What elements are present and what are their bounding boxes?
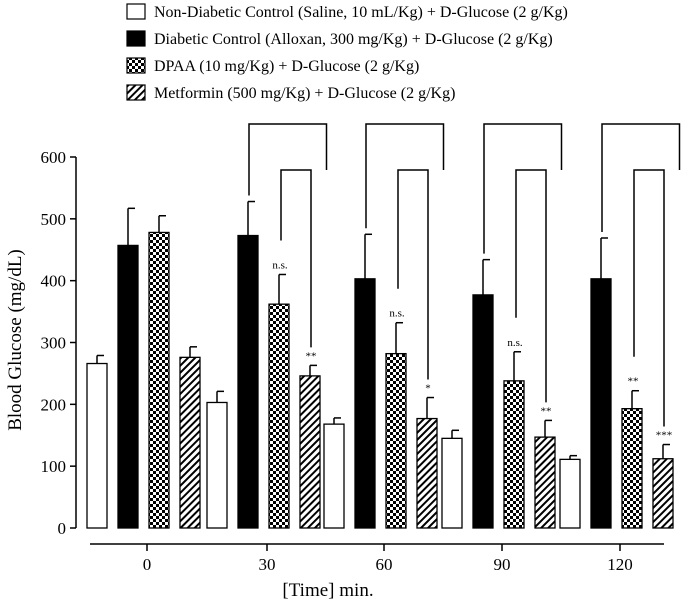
legend-label: Non-Diabetic Control (Saline, 10 mL/Kg) …: [154, 4, 568, 21]
y-tick-label: 300: [41, 334, 67, 353]
legend-item-dpaa: DPAA (10 mg/Kg) + D-Glucose (2 g/Kg): [126, 57, 419, 75]
bar-hatch: [652, 458, 674, 529]
bar-checker: [503, 380, 525, 529]
bar-black: [472, 294, 494, 529]
y-tick-label: 400: [41, 272, 67, 291]
y-ticks: 0 100 200 300 400 500 600: [41, 148, 76, 538]
legend-item-diabetic: Diabetic Control (Alloxan, 300 mg/Kg) + …: [126, 30, 553, 48]
x-tick-label: 120: [607, 555, 633, 574]
comparison-bracket-inner: [515, 169, 547, 403]
y-axis-title: Blood Glucose (mg/dL): [5, 249, 26, 431]
legend-swatch-hatch: [126, 84, 146, 101]
x-ticks: 0 30 60 90 120: [143, 544, 633, 574]
bar-checker: [621, 408, 643, 529]
comparison-bracket-outer: [248, 123, 328, 196]
significance-marker: n.s.: [389, 308, 405, 320]
bar-white: [206, 401, 228, 529]
bar-white: [441, 437, 463, 529]
x-tick-label: 0: [143, 555, 152, 574]
bar-checker: [148, 231, 170, 529]
y-tick-label: 100: [41, 457, 67, 476]
significance-marker: n.s.: [272, 259, 288, 271]
x-axis-title: [Time] min.: [282, 580, 373, 601]
legend-swatch-white: [126, 3, 146, 20]
significance-marker: ***: [656, 430, 673, 442]
comparison-bracket-inner: [633, 169, 665, 427]
y-tick-label: 0: [58, 519, 67, 538]
y-tick-label: 600: [41, 148, 67, 167]
bar-hatch: [299, 375, 321, 529]
legend: Non-Diabetic Control (Saline, 10 mL/Kg) …: [126, 3, 568, 102]
comparison-bracket-inner: [397, 169, 429, 380]
significance-marker: n.s.: [507, 337, 523, 349]
legend-label: Metformin (500 mg/Kg) + D-Glucose (2 g/K…: [154, 85, 455, 102]
comparison-bracket-outer: [365, 123, 445, 229]
legend-label: Diabetic Control (Alloxan, 300 mg/Kg) + …: [154, 31, 553, 48]
bar-black: [354, 278, 376, 529]
significance-marker: **: [306, 350, 317, 362]
bar-white: [559, 458, 581, 529]
y-tick-label: 500: [41, 210, 67, 229]
bar-hatch: [416, 417, 438, 529]
comparison-bracket-inner: [280, 169, 312, 348]
bar-checker: [385, 352, 407, 529]
legend-swatch-black: [126, 30, 146, 47]
bar-black: [117, 244, 139, 529]
x-tick-label: 90: [494, 555, 511, 574]
bar-checker: [268, 303, 290, 529]
bar-hatch: [534, 436, 556, 529]
legend-item-metformin: Metformin (500 mg/Kg) + D-Glucose (2 g/K…: [126, 84, 455, 102]
bar-black: [237, 234, 259, 529]
comparison-bracket-outer: [601, 123, 681, 233]
significance-marker: *: [425, 383, 431, 395]
x-tick-label: 60: [376, 555, 393, 574]
bar-white: [86, 362, 108, 529]
y-tick-label: 200: [41, 395, 67, 414]
legend-item-non-diabetic: Non-Diabetic Control (Saline, 10 mL/Kg) …: [126, 3, 568, 21]
legend-swatch-checker: [126, 57, 146, 74]
significance-marker: **: [628, 376, 639, 388]
bars: [86, 200, 674, 529]
bar-white: [323, 423, 345, 529]
x-tick-label: 30: [259, 555, 276, 574]
bar-hatch: [179, 356, 201, 529]
bar-black: [590, 278, 612, 529]
legend-label: DPAA (10 mg/Kg) + D-Glucose (2 g/Kg): [154, 58, 419, 75]
comparison-bracket-outer: [483, 123, 563, 254]
annotations: n.s.n.s.n.s.**********: [248, 123, 681, 442]
significance-marker: **: [541, 405, 552, 417]
